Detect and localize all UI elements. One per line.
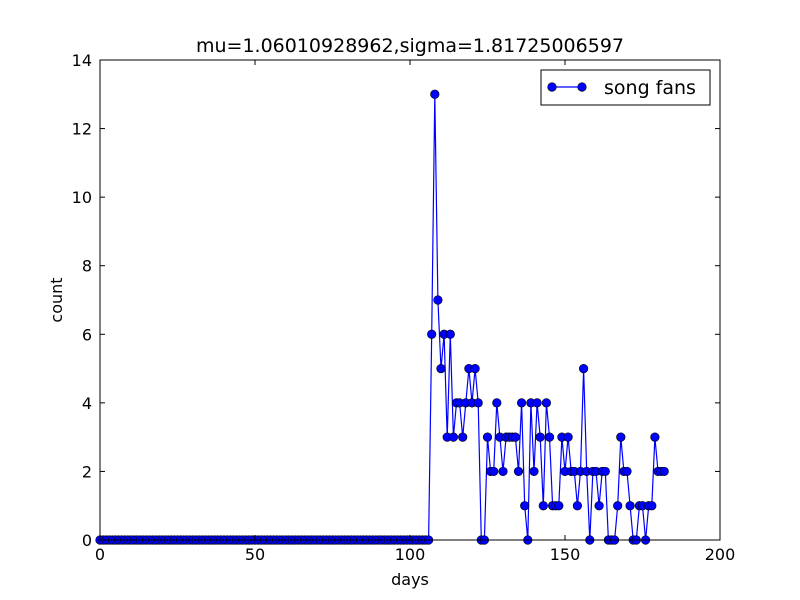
legend: song fans	[540, 69, 711, 106]
x-tick-label: 100	[395, 545, 426, 564]
data-point	[578, 363, 589, 374]
data-point	[600, 466, 610, 477]
data-point	[532, 398, 542, 408]
data-point	[538, 501, 548, 511]
data-point	[529, 466, 539, 477]
data-point	[563, 432, 573, 442]
data-point	[516, 398, 527, 408]
legend-marker-sample	[577, 82, 587, 92]
legend-marker-sample	[547, 82, 557, 92]
data-point	[616, 432, 626, 442]
data-point	[448, 432, 459, 442]
y-tick-label: 12	[72, 120, 92, 139]
data-point	[473, 398, 483, 408]
data-point	[510, 432, 521, 442]
data-point	[458, 432, 468, 442]
axis-ticks: 0 50 100 150 200 0 2 4 6 8 10 12 14	[72, 51, 736, 564]
data-point	[541, 398, 552, 408]
data-point	[622, 466, 632, 477]
data-point	[613, 501, 623, 511]
y-tick-label: 6	[82, 325, 92, 344]
data-point	[427, 329, 437, 339]
data-point	[650, 432, 660, 442]
data-point	[647, 501, 657, 511]
y-axis-label: count	[47, 277, 66, 322]
data-point	[659, 466, 669, 477]
y-tick-label: 0	[82, 531, 92, 550]
data-point	[544, 432, 555, 442]
data-point	[498, 466, 508, 477]
y-tick-label: 8	[82, 257, 92, 276]
y-tick-label: 10	[72, 188, 92, 207]
x-axis-label: days	[391, 570, 429, 589]
y-tick-label: 14	[72, 51, 92, 70]
data-point	[433, 295, 443, 305]
x-tick-label: 0	[95, 545, 105, 564]
data-point	[445, 329, 455, 339]
data-point	[554, 501, 564, 511]
data-point	[430, 89, 440, 99]
data-point	[513, 466, 524, 477]
data-point	[482, 432, 493, 442]
data-point	[572, 501, 583, 511]
y-tick-label: 4	[82, 394, 92, 413]
data-point	[535, 432, 545, 442]
x-tick-label: 150	[550, 545, 581, 564]
x-tick-label: 50	[245, 545, 265, 564]
data-point	[625, 501, 635, 511]
x-tick-label: 200	[705, 545, 736, 564]
data-point	[436, 363, 446, 374]
legend-label: song fans	[604, 77, 696, 99]
axes-frame	[99, 59, 721, 541]
y-tick-label: 2	[82, 462, 92, 481]
data-point	[594, 501, 604, 511]
data-point	[492, 398, 502, 408]
data-point	[470, 363, 480, 374]
data-point	[520, 501, 530, 511]
data-point	[489, 466, 499, 477]
chart-title: mu=1.06010928962,sigma=1.81725006597	[196, 35, 624, 57]
